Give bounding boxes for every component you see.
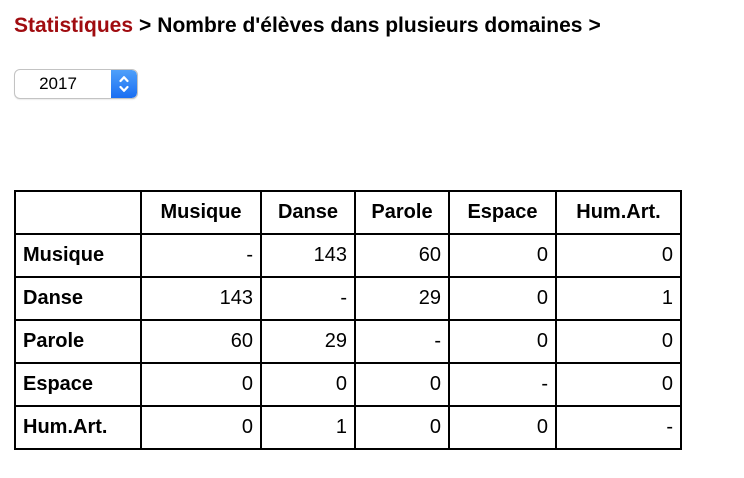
table-cell: 0 xyxy=(448,405,557,450)
table-cell: 0 xyxy=(448,233,557,278)
row-header: Musique xyxy=(14,233,142,278)
column-header-parole: Parole xyxy=(354,190,450,235)
table-cell: 0 xyxy=(260,362,356,407)
table-cell: 60 xyxy=(140,319,262,364)
table-cell: 0 xyxy=(140,405,262,450)
column-header-humart: Hum.Art. xyxy=(555,190,682,235)
table-row-humart: Hum.Art. 0 1 0 0 - xyxy=(14,405,682,450)
table-cell: 143 xyxy=(260,233,356,278)
table-cell: - xyxy=(354,319,450,364)
table-cell: 29 xyxy=(260,319,356,364)
table-cell: 29 xyxy=(354,276,450,321)
table-cell: 0 xyxy=(448,319,557,364)
table-cell: 0 xyxy=(555,319,682,364)
column-header-musique: Musique xyxy=(140,190,262,235)
table-cell: 0 xyxy=(555,362,682,407)
breadcrumb: Statistiques > Nombre d'élèves dans plusie… xyxy=(14,14,744,38)
page-title: Nombre d'élèves dans plusieurs domaines xyxy=(157,14,583,37)
table-cell: 1 xyxy=(555,276,682,321)
table-cell: 0 xyxy=(354,362,450,407)
breadcrumb-separator: > xyxy=(139,14,152,37)
table-cell: - xyxy=(260,276,356,321)
table-cell: 0 xyxy=(140,362,262,407)
corner-header-cell xyxy=(14,190,142,235)
table-cell: - xyxy=(140,233,262,278)
table-cell: 0 xyxy=(354,405,450,450)
row-header: Parole xyxy=(14,319,142,364)
table-cell: 0 xyxy=(448,276,557,321)
table-cell: 0 xyxy=(555,233,682,278)
chevron-up-down-icon xyxy=(111,70,137,98)
column-header-espace: Espace xyxy=(448,190,557,235)
breadcrumb-trailing-separator: > xyxy=(588,14,601,37)
breadcrumb-link-statistiques[interactable]: Statistiques xyxy=(14,14,134,37)
table-cell: 1 xyxy=(260,405,356,450)
column-header-danse: Danse xyxy=(260,190,356,235)
row-header: Danse xyxy=(14,276,142,321)
year-select-value: 2017 xyxy=(39,74,77,93)
table-cell: 60 xyxy=(354,233,450,278)
table-row-parole: Parole 60 29 - 0 0 xyxy=(14,319,682,364)
table-cell: - xyxy=(448,362,557,407)
table-row-espace: Espace 0 0 0 - 0 xyxy=(14,362,682,407)
table-row-musique: Musique - 143 60 0 0 xyxy=(14,233,682,278)
table-cell: 143 xyxy=(140,276,262,321)
domains-matrix-table: Musique Danse Parole Espace Hum.Art. Mus… xyxy=(14,190,682,450)
table-row-danse: Danse 143 - 29 0 1 xyxy=(14,276,682,321)
table-cell: - xyxy=(555,405,682,450)
year-select[interactable]: 2017 xyxy=(14,69,138,99)
row-header: Hum.Art. xyxy=(14,405,142,450)
table-header-row: Musique Danse Parole Espace Hum.Art. xyxy=(14,190,682,235)
row-header: Espace xyxy=(14,362,142,407)
